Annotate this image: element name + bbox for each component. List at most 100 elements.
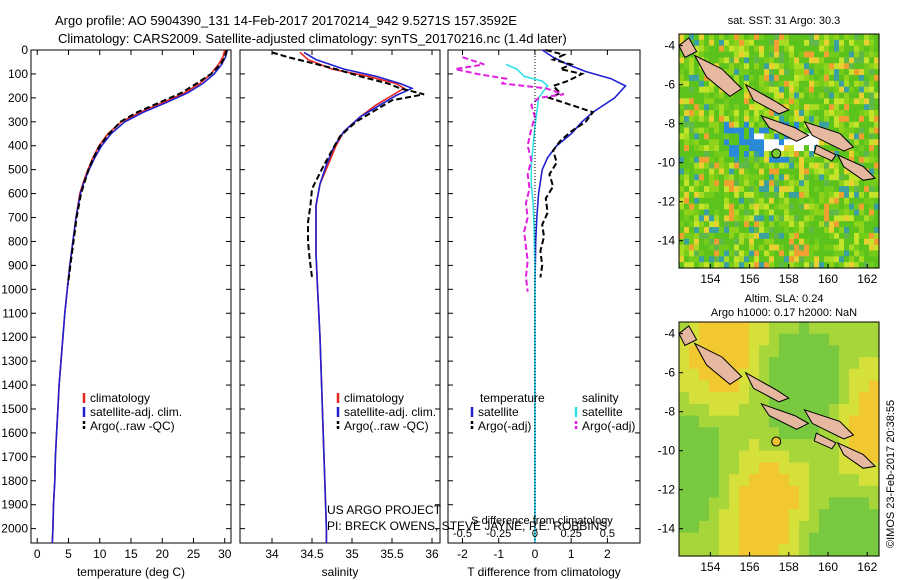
sst-cell <box>804 256 810 263</box>
sla-cell <box>849 520 860 534</box>
sst-cell <box>859 151 865 158</box>
sst-cell <box>774 162 780 170</box>
sst-cell <box>769 232 775 240</box>
sla-cell <box>789 380 800 393</box>
sst-island <box>693 54 743 98</box>
sla-cell <box>719 380 730 393</box>
sst-cell <box>819 186 825 193</box>
sst-cell <box>679 86 685 94</box>
sst-cell <box>724 174 730 181</box>
sst-cell <box>694 34 700 41</box>
sst-cell <box>754 63 760 70</box>
sst-cell <box>719 133 725 140</box>
sst-cell <box>789 232 795 240</box>
sst-cell <box>834 215 840 222</box>
sst-cell <box>749 104 755 111</box>
sst-cell <box>834 63 840 70</box>
sla-cell <box>859 439 870 452</box>
sst-cell <box>824 145 830 152</box>
sst-cell <box>839 127 845 135</box>
sst-cell <box>734 244 740 252</box>
sst-cell <box>764 227 770 234</box>
sst-cell <box>784 197 790 205</box>
sla-cell <box>749 450 760 463</box>
sst-cell <box>844 151 850 158</box>
sst-cell <box>679 121 685 129</box>
sst-cell <box>784 139 790 146</box>
sla-cell <box>789 427 800 440</box>
sst-cell <box>844 203 850 211</box>
sst-cell <box>799 180 805 187</box>
sst-cell <box>724 250 730 257</box>
sst-cell <box>874 174 880 181</box>
sst-cell <box>744 139 750 146</box>
sla-cell <box>719 439 730 452</box>
sst-cell <box>724 221 730 228</box>
sst-cell <box>809 250 815 257</box>
sla-cell <box>689 520 700 534</box>
sst-cell <box>789 221 795 228</box>
sst-cell <box>824 215 830 222</box>
sst-cell <box>724 51 730 58</box>
sst-cell <box>709 121 715 129</box>
sst-cell <box>849 227 855 234</box>
sst-cell <box>734 227 740 234</box>
sla-cell <box>759 427 770 440</box>
sla-cell <box>839 474 850 487</box>
sst-cell <box>829 174 835 181</box>
sst-cell <box>789 139 795 146</box>
sst-cell <box>724 197 730 205</box>
sst-cell <box>874 262 880 269</box>
sla-cell <box>819 450 830 463</box>
sst-cell <box>759 256 765 263</box>
difference-series-3 <box>454 56 565 292</box>
sla-cell <box>739 544 750 557</box>
sst-cell <box>694 227 700 234</box>
sst-cell <box>809 98 815 105</box>
sst-cell <box>794 104 800 111</box>
sla-cell <box>719 345 730 358</box>
sst-cell <box>799 238 805 246</box>
sla-cell <box>779 357 790 370</box>
sla-cell <box>689 544 700 557</box>
sst-cell <box>694 110 700 117</box>
sst-cell <box>779 186 785 193</box>
sla-cell <box>849 380 860 393</box>
sst-cell <box>749 191 755 199</box>
sla-cell <box>799 474 810 487</box>
sst-cell <box>689 174 695 181</box>
sst-cell <box>824 57 830 64</box>
sst-cell <box>834 168 840 175</box>
sst-cell <box>799 139 805 146</box>
sst-cell <box>839 250 845 257</box>
sla-cell <box>679 532 690 545</box>
sst-cell <box>814 262 820 269</box>
sst-cell <box>799 256 805 263</box>
sst-cell <box>734 256 740 263</box>
temperature-frame <box>30 49 232 544</box>
sst-cell <box>859 250 865 257</box>
sst-cell <box>859 145 865 152</box>
sst-cell <box>729 121 735 129</box>
sst-cell <box>854 256 860 263</box>
sst-cell <box>764 57 770 64</box>
sla-cell <box>839 368 850 382</box>
sst-cell <box>694 180 700 187</box>
sst-cell <box>704 98 710 105</box>
sst-cell <box>834 209 840 216</box>
sla-cell <box>839 544 850 557</box>
sst-cell <box>684 74 690 82</box>
sst-cell <box>794 227 800 234</box>
sst-cell <box>699 168 705 175</box>
sst-cell <box>834 191 840 199</box>
sst-cell <box>754 127 760 135</box>
sst-cell <box>834 127 840 135</box>
sla-ytick-label: -12 <box>658 483 676 497</box>
sst-cell <box>709 98 715 105</box>
sst-cell <box>784 86 790 94</box>
sst-cell <box>709 203 715 211</box>
sst-cell <box>869 51 875 58</box>
sst-cell <box>804 250 810 257</box>
sla-cell <box>689 357 700 370</box>
sst-cell <box>779 203 785 211</box>
